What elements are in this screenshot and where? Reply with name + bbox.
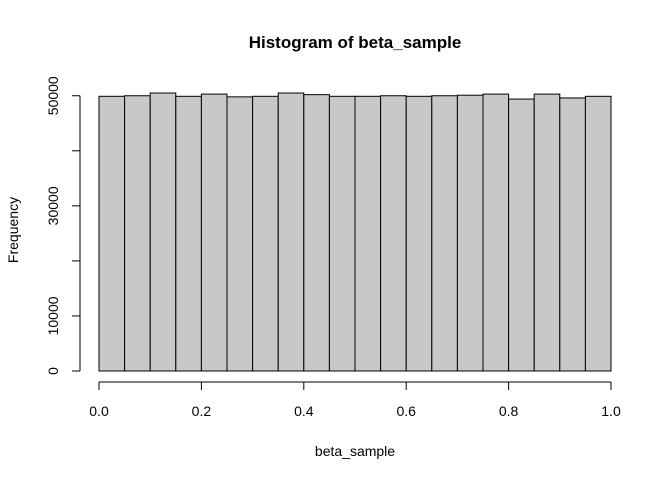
histogram-bar: [456, 94, 484, 372]
x-tick-label: 0.0: [89, 403, 109, 419]
histogram-bar: [277, 92, 305, 372]
histogram-bar: [98, 95, 126, 372]
histogram-bar: [175, 95, 202, 372]
y-axis-label: Frequency: [5, 197, 21, 263]
histogram-bar: [124, 95, 151, 372]
bars-group: [98, 92, 612, 372]
chart-title: Histogram of beta_sample: [249, 33, 462, 52]
histogram-bar: [508, 98, 535, 372]
y-tick-label: 30000: [45, 186, 61, 225]
histogram-bar: [584, 95, 612, 372]
histogram-bar: [252, 95, 279, 372]
x-tick-label: 0.6: [396, 403, 416, 419]
y-axis: 0 10000 30000 50000: [45, 76, 81, 375]
y-tick-label: 0: [45, 367, 61, 375]
histogram-bar: [200, 93, 228, 372]
histogram-bar: [482, 93, 510, 372]
histogram-bar: [303, 94, 330, 372]
x-tick-label: 1.0: [601, 403, 621, 419]
histogram-bar: [533, 93, 561, 372]
histogram-bar: [431, 95, 458, 372]
histogram-bar: [149, 92, 177, 372]
x-tick-label: 0.8: [499, 403, 519, 419]
histogram-bar: [226, 96, 254, 372]
x-tick-label: 0.2: [192, 403, 212, 419]
x-axis: 0.0 0.2 0.4 0.6 0.8 1.0: [89, 381, 621, 419]
x-axis-label: beta_sample: [315, 443, 395, 459]
histogram-bar: [328, 95, 356, 372]
histogram-bar: [354, 95, 382, 372]
y-tick-label: 10000: [45, 296, 61, 335]
x-tick-label: 0.4: [294, 403, 314, 419]
histogram-bar: [405, 95, 433, 372]
histogram-bar: [380, 95, 407, 372]
histogram-bar: [559, 97, 586, 372]
y-tick-label: 50000: [45, 76, 61, 115]
